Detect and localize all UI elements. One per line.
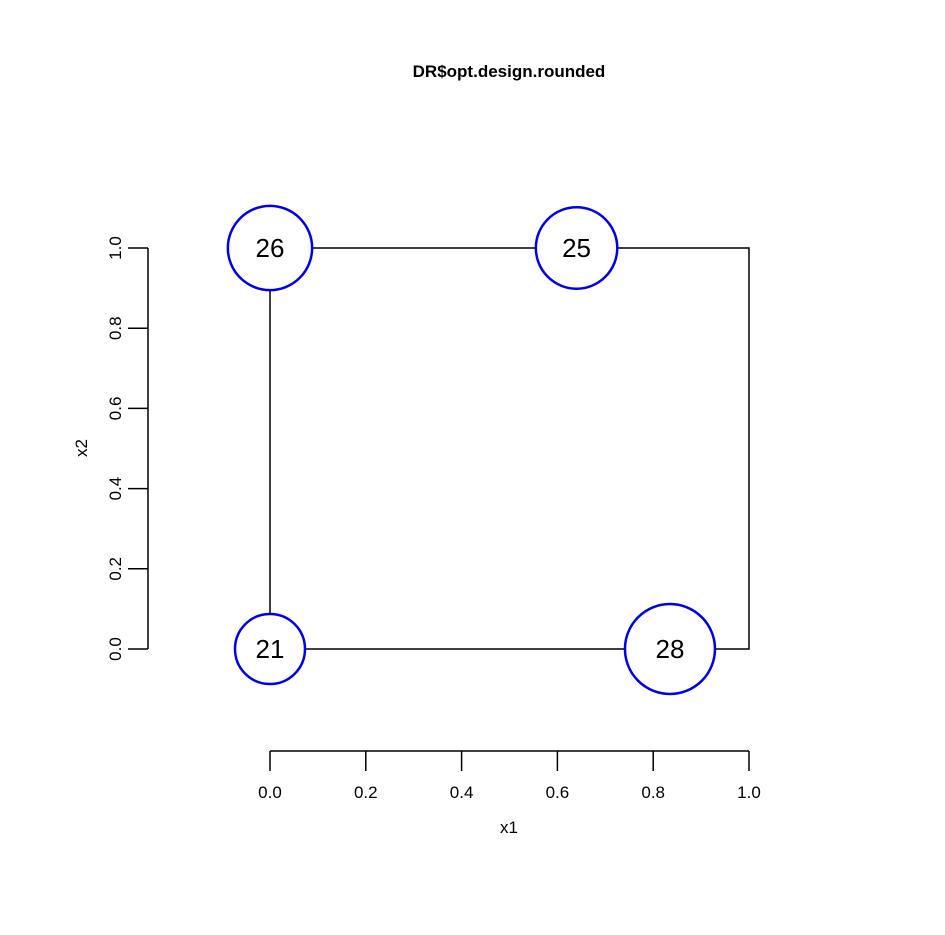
chart-title: DR$opt.design.rounded — [413, 62, 606, 81]
y-tick-label: 0.8 — [106, 316, 125, 340]
y-tick-label: 0.6 — [106, 397, 125, 421]
x-tick-label: 0.2 — [354, 783, 378, 802]
design-point: 21 — [233, 612, 307, 686]
x-tick-label: 0.6 — [546, 783, 570, 802]
design-point: 26 — [226, 204, 314, 292]
y-tick-label: 0.4 — [106, 477, 125, 501]
y-tick-label: 0.2 — [106, 557, 125, 581]
x-axis-label: x1 — [500, 818, 518, 837]
design-point-label: 28 — [656, 634, 685, 664]
y-axis: 0.0 0.2 0.4 0.6 0.8 1.0 — [106, 236, 149, 661]
design-point-circle — [623, 602, 717, 696]
design-point-label: 25 — [562, 233, 591, 263]
design-point-circle — [534, 206, 619, 290]
design-point: 25 — [534, 206, 619, 290]
x-tick-label: 1.0 — [737, 783, 761, 802]
x-tick-label: 0.8 — [641, 783, 665, 802]
x-tick-label: 0.0 — [258, 783, 282, 802]
design-point-circle — [233, 612, 307, 686]
region-boundary-line — [269, 247, 750, 650]
x-tick-label: 0.4 — [450, 783, 474, 802]
design-region — [269, 247, 750, 650]
design-point: 28 — [623, 602, 717, 696]
design-point-circle — [226, 204, 314, 292]
y-tick-label: 0.0 — [106, 637, 125, 661]
y-tick-label: 1.0 — [106, 236, 125, 260]
design-point-label: 21 — [256, 634, 285, 664]
design-points: 21 26 25 28 — [226, 204, 717, 696]
design-point-label: 26 — [256, 233, 285, 263]
x-axis: 0.0 0.2 0.4 0.6 0.8 1.0 — [258, 750, 761, 802]
y-axis-label: x2 — [72, 439, 91, 457]
